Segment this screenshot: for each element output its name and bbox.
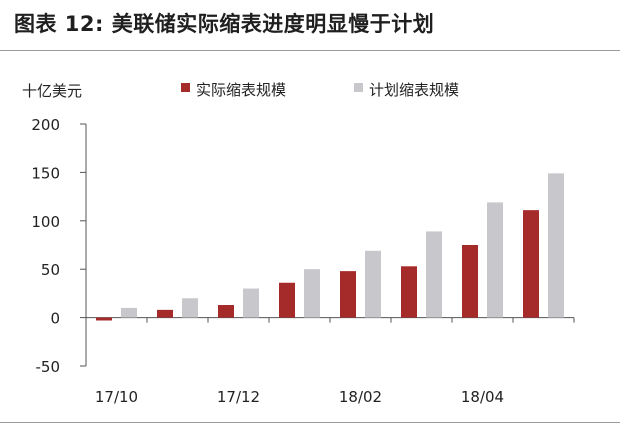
bar-actual [279, 282, 295, 318]
legend: 实际缩表规模 计划缩表规模 [181, 81, 459, 99]
bar-planned [121, 307, 137, 318]
figure-title: 图表 12: 美联储实际缩表进度明显慢于计划 [14, 12, 435, 36]
bar-actual [401, 266, 417, 318]
unit-label: 十亿美元 [22, 82, 82, 100]
y-tick-label: -50 [36, 358, 61, 376]
y-tick-label: 0 [50, 310, 60, 328]
legend-label-actual: 实际缩表规模 [196, 81, 286, 99]
bar-planned [426, 231, 442, 318]
x-tick-label: 17/12 [217, 388, 260, 406]
y-tick-label: 100 [31, 213, 60, 231]
bar-actual [340, 271, 356, 318]
x-tick-label: 17/10 [95, 388, 138, 406]
bar-planned [548, 173, 564, 318]
bar-actual [462, 245, 478, 318]
y-tick-label: 200 [31, 116, 60, 134]
bar-planned [182, 298, 198, 318]
bar-planned [365, 250, 381, 318]
y-tick-label: 50 [41, 261, 60, 279]
bars [96, 173, 564, 321]
bar-actual [523, 210, 539, 318]
y-tick-label: 150 [31, 164, 60, 182]
bottom-divider [0, 422, 620, 423]
x-tick-label: 18/04 [461, 388, 504, 406]
bar-planned [243, 288, 259, 318]
bar-planned [487, 202, 503, 318]
bar-actual [96, 317, 112, 321]
legend-label-planned: 计划缩表规模 [369, 81, 459, 99]
y-axis: 200 150 100 50 0 -50 [31, 116, 87, 376]
x-axis: 17/10 17/12 18/02 18/04 [85, 317, 575, 406]
bar-planned [304, 269, 320, 318]
legend-swatch-actual [181, 83, 190, 92]
x-tick-label: 18/02 [339, 388, 382, 406]
bar-actual [157, 309, 173, 318]
top-divider [0, 50, 620, 51]
legend-swatch-planned [354, 83, 363, 92]
bar-actual [218, 305, 234, 318]
